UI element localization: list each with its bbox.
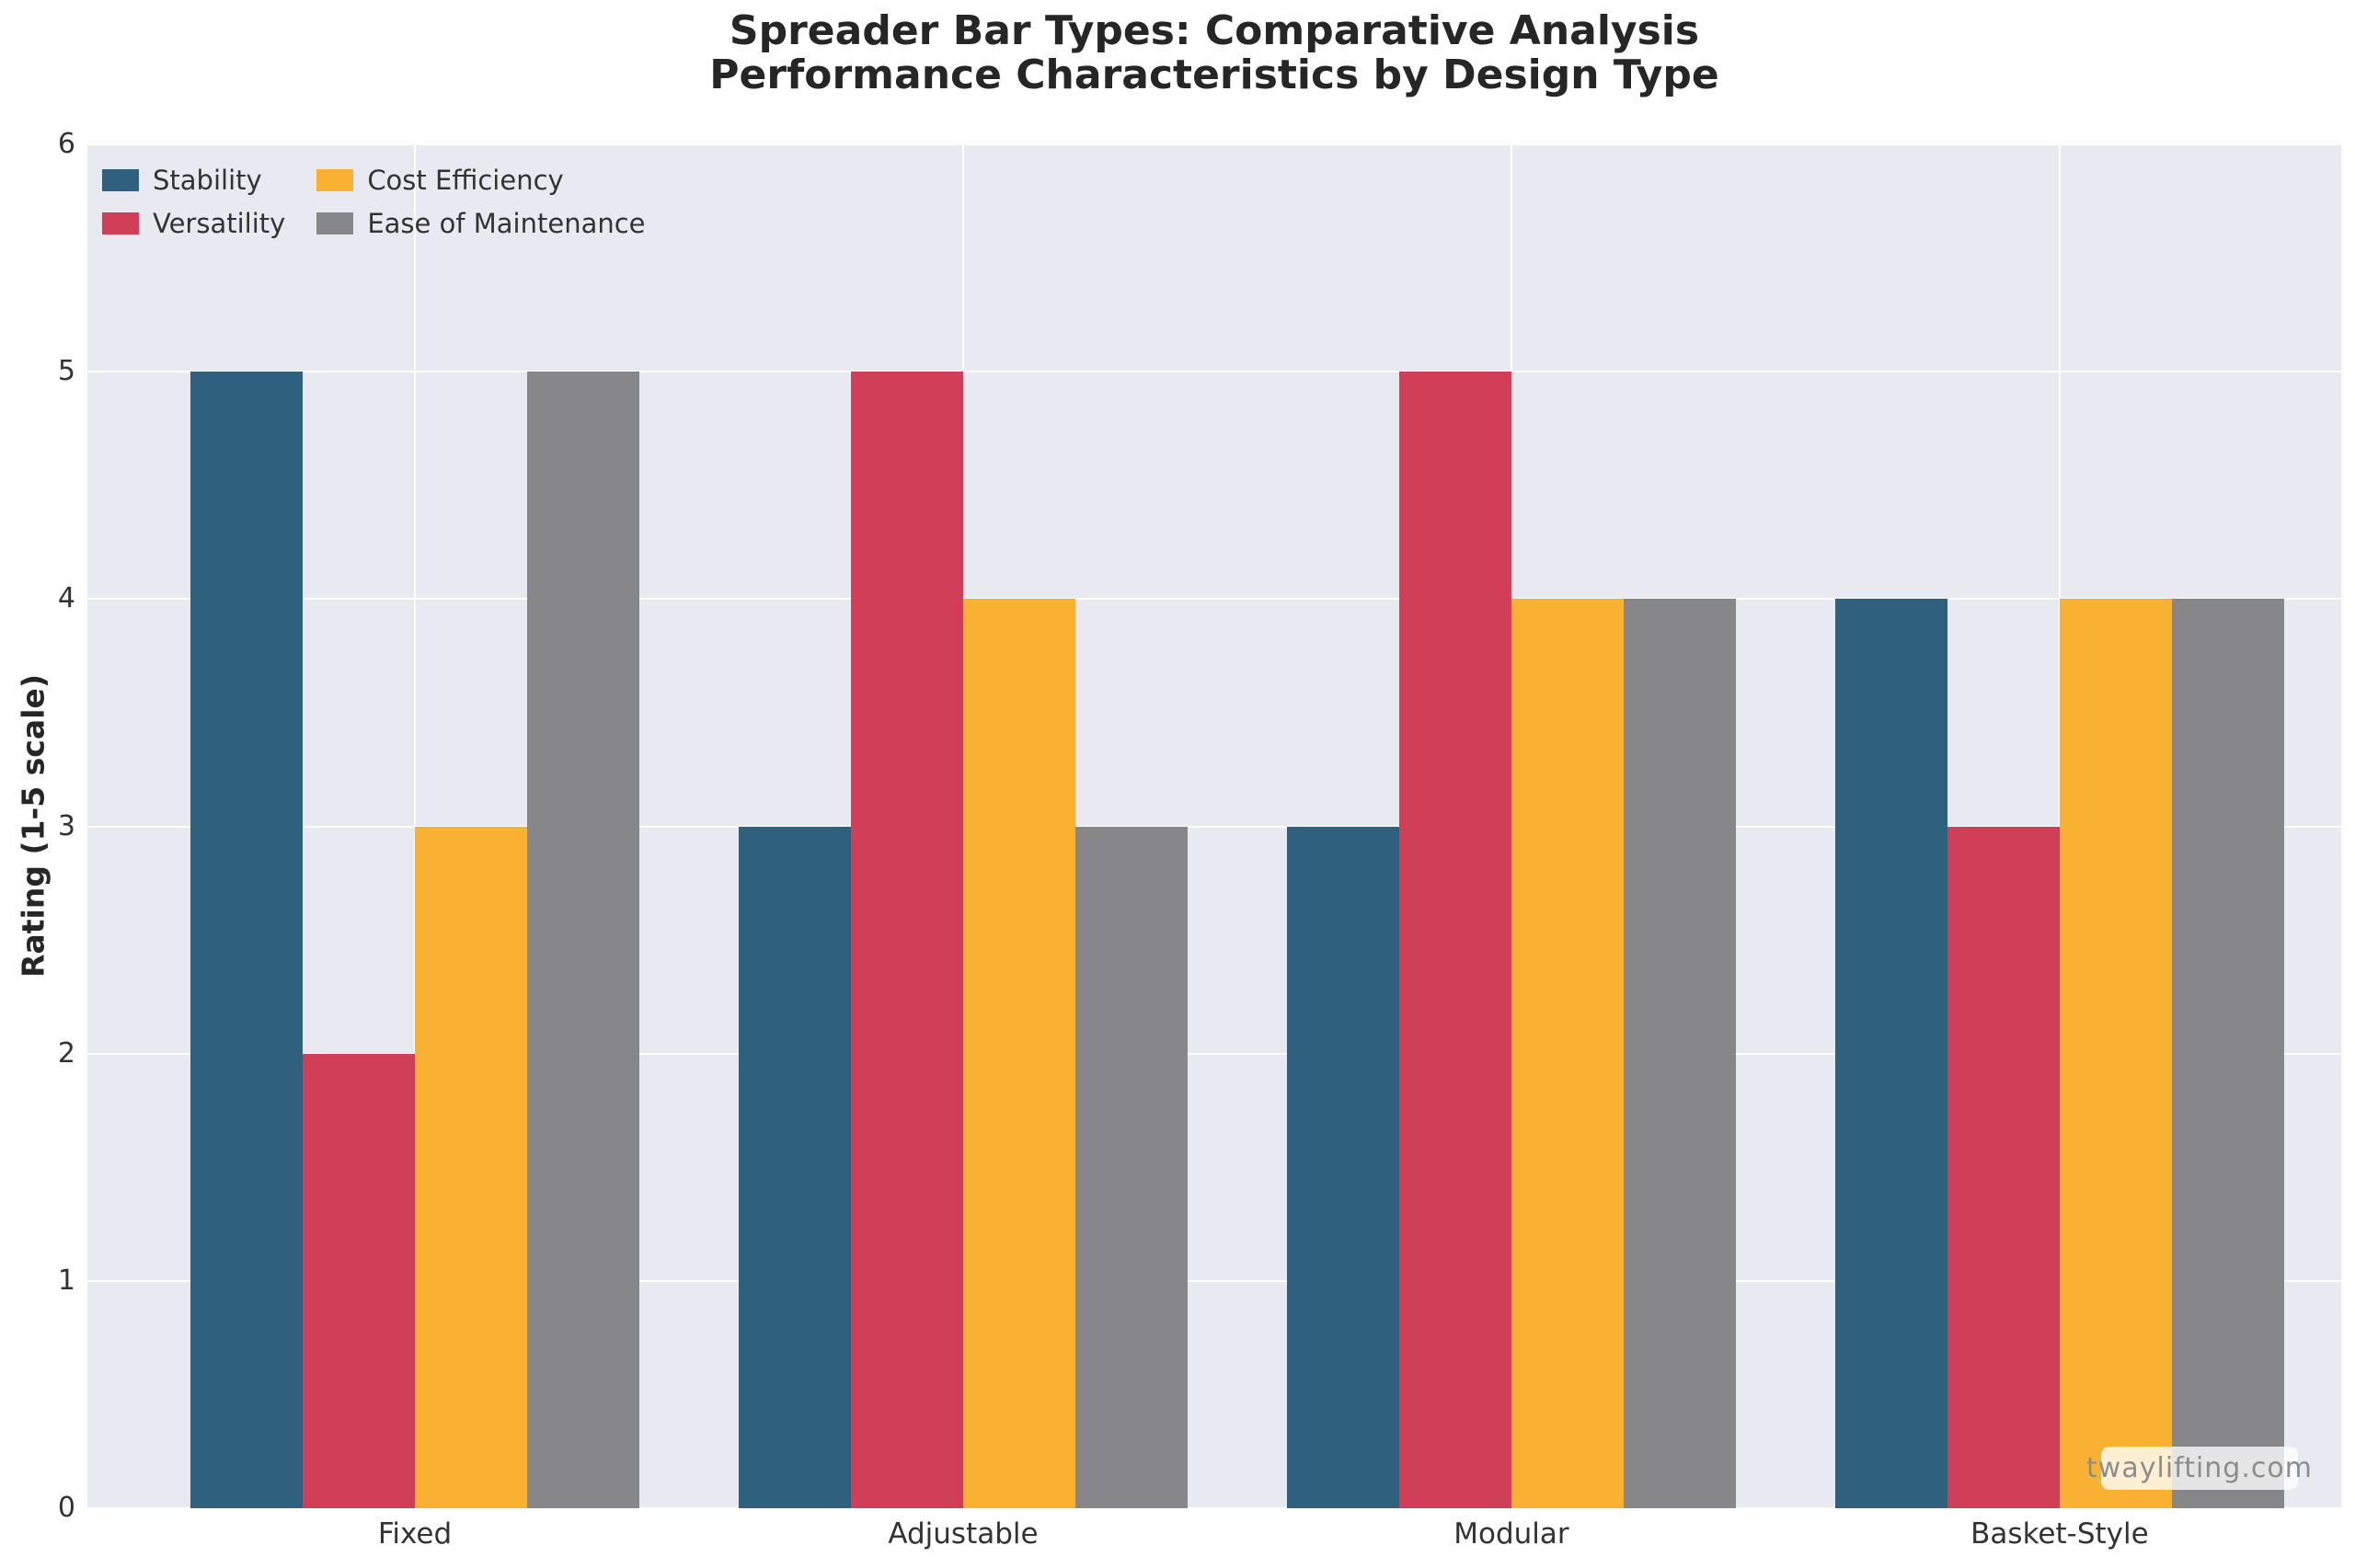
bar-cost-efficiency [962, 599, 1075, 1508]
bar-stability [1834, 599, 1947, 1508]
legend-entry: Stability [102, 165, 285, 196]
y-tick-label: 3 [57, 809, 75, 842]
x-axis-tick-labels: Fixed Adjustable Modular Basket-Style [87, 1516, 2341, 1556]
x-tick-label: Modular [1453, 1517, 1569, 1551]
h-gridline [87, 144, 2341, 145]
bar-cost-efficiency [1511, 599, 1624, 1508]
legend-entry: Ease of Maintenance [316, 208, 646, 239]
y-tick-label: 0 [57, 1492, 75, 1524]
bar-group [1286, 144, 1736, 1508]
bar-group [738, 144, 1188, 1508]
legend: Stability Versatility Cost Efficiency Ease … [102, 165, 646, 239]
bar-versatility [850, 372, 963, 1508]
h-gridline [87, 598, 2341, 601]
y-axis-tick-labels: 0 1 2 3 4 5 6 [0, 128, 75, 1524]
y-tick-label: 2 [57, 1036, 75, 1070]
legend-label: Versatility [153, 208, 286, 239]
bar-stability [738, 826, 851, 1508]
bar-ease-of-maintenance [526, 372, 639, 1508]
h-gridline [87, 371, 2341, 373]
y-tick-label: 4 [57, 582, 75, 615]
bar-group [1834, 144, 2284, 1508]
bar-versatility [302, 1053, 415, 1508]
bar-ease-of-maintenance [2171, 599, 2284, 1508]
legend-swatch [316, 169, 354, 191]
h-gridline [87, 825, 2341, 828]
bar-stability [1286, 826, 1399, 1508]
x-tick-label: Basket-Style [1970, 1517, 2149, 1551]
h-gridline [87, 1507, 2341, 1508]
watermark-badge: twaylifting.com [2086, 1447, 2312, 1490]
y-tick-label: 6 [57, 128, 75, 160]
legend-swatch [102, 212, 139, 235]
bar-versatility [1398, 372, 1511, 1508]
h-gridline [87, 1279, 2341, 1282]
plot-area: Stability Versatility Cost Efficiency Ease … [87, 144, 2341, 1508]
legend-entry: Cost Efficiency [316, 165, 645, 196]
chart-title: Spreader Bar Types: Comparative Analysis… [87, 9, 2341, 97]
chart-title-line2: Performance Characteristics by Design Ty… [709, 52, 1719, 98]
y-tick-label: 5 [57, 355, 75, 388]
legend-swatch [102, 169, 139, 191]
bar-group [190, 144, 639, 1508]
x-tick-label: Fixed [377, 1517, 453, 1551]
bar-ease-of-maintenance [1074, 826, 1188, 1508]
legend-entry: Versatility [102, 208, 285, 239]
watermark-text: twaylifting.com [2086, 1452, 2313, 1484]
bar-stability [190, 372, 303, 1508]
legend-label: Ease of Maintenance [367, 208, 646, 239]
bar-ease-of-maintenance [1623, 599, 1736, 1508]
legend-swatch [316, 212, 354, 235]
x-tick-label: Adjustable [888, 1517, 1039, 1551]
legend-label: Cost Efficiency [367, 165, 564, 196]
bar-cost-efficiency [414, 826, 527, 1508]
bar-versatility [1947, 826, 2060, 1508]
h-gridline [87, 1052, 2341, 1055]
y-tick-label: 1 [57, 1264, 75, 1297]
legend-label: Stability [153, 165, 262, 196]
chart-title-line1: Spreader Bar Types: Comparative Analysis [729, 7, 1700, 54]
bar-cost-efficiency [2059, 599, 2172, 1508]
